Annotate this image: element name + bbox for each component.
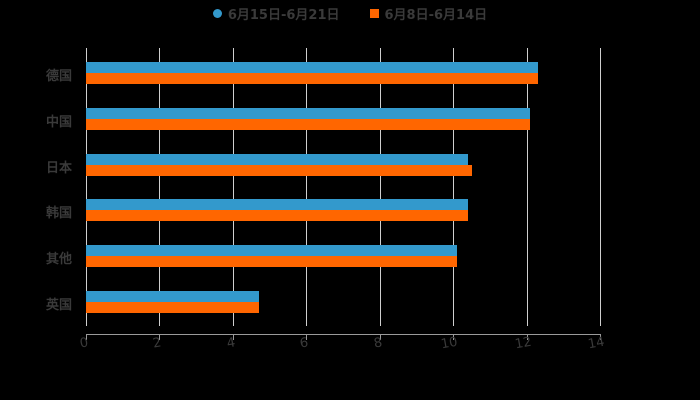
x-tick-label: 2 xyxy=(151,335,163,352)
legend-item-series-1[interactable]: 6月15日-6月21日 xyxy=(212,4,340,23)
x-tick xyxy=(233,334,234,340)
x-tick xyxy=(527,334,528,340)
gridline xyxy=(380,48,381,326)
x-tick-label: 8 xyxy=(372,335,384,352)
bar-series-2[interactable] xyxy=(86,73,538,84)
bar-series-2[interactable] xyxy=(86,165,472,176)
legend-label: 6月8日-6月14日 xyxy=(384,8,488,23)
x-tick xyxy=(306,334,307,340)
x-tick-label: 0 xyxy=(78,335,90,352)
legend-circle-icon xyxy=(212,9,222,18)
x-tick xyxy=(159,334,160,340)
x-tick xyxy=(453,334,454,340)
x-tick-label: 10 xyxy=(439,334,459,353)
bar-series-1[interactable] xyxy=(86,108,530,119)
legend-label: 6月15日-6月21日 xyxy=(227,8,340,23)
category-label: 英国 xyxy=(46,298,73,313)
x-tick xyxy=(600,334,601,340)
legend-square-icon xyxy=(369,9,379,18)
bar-series-2[interactable] xyxy=(86,210,468,221)
gridline xyxy=(600,48,601,326)
x-tick-label: 4 xyxy=(225,335,237,352)
x-axis-line xyxy=(86,334,601,335)
bar-series-1[interactable] xyxy=(86,199,468,210)
bar-series-1[interactable] xyxy=(86,62,538,73)
legend: 6月15日-6月21日 6月8日-6月14日 xyxy=(0,4,700,23)
bar-series-2[interactable] xyxy=(86,302,259,313)
category-label: 日本 xyxy=(46,161,73,176)
bar-series-2[interactable] xyxy=(86,256,457,267)
category-label: 韩国 xyxy=(46,206,73,221)
gridline xyxy=(159,48,160,326)
x-tick-label: 12 xyxy=(513,334,533,353)
gridline xyxy=(453,48,454,326)
category-label: 德国 xyxy=(46,69,73,84)
category-label: 中国 xyxy=(46,115,73,130)
gridline xyxy=(86,48,87,326)
legend-item-series-2[interactable]: 6月8日-6月14日 xyxy=(369,4,488,23)
bar-series-1[interactable] xyxy=(86,154,468,165)
x-tick xyxy=(380,334,381,340)
x-tick-label: 14 xyxy=(586,334,606,353)
bar-series-1[interactable] xyxy=(86,245,457,256)
x-tick-label: 6 xyxy=(298,335,310,352)
gridline xyxy=(306,48,307,326)
x-tick xyxy=(86,334,87,340)
gridline xyxy=(233,48,234,326)
bar-series-1[interactable] xyxy=(86,291,259,302)
category-label: 其他 xyxy=(46,252,73,267)
gridline xyxy=(527,48,528,326)
bar-series-2[interactable] xyxy=(86,119,530,130)
